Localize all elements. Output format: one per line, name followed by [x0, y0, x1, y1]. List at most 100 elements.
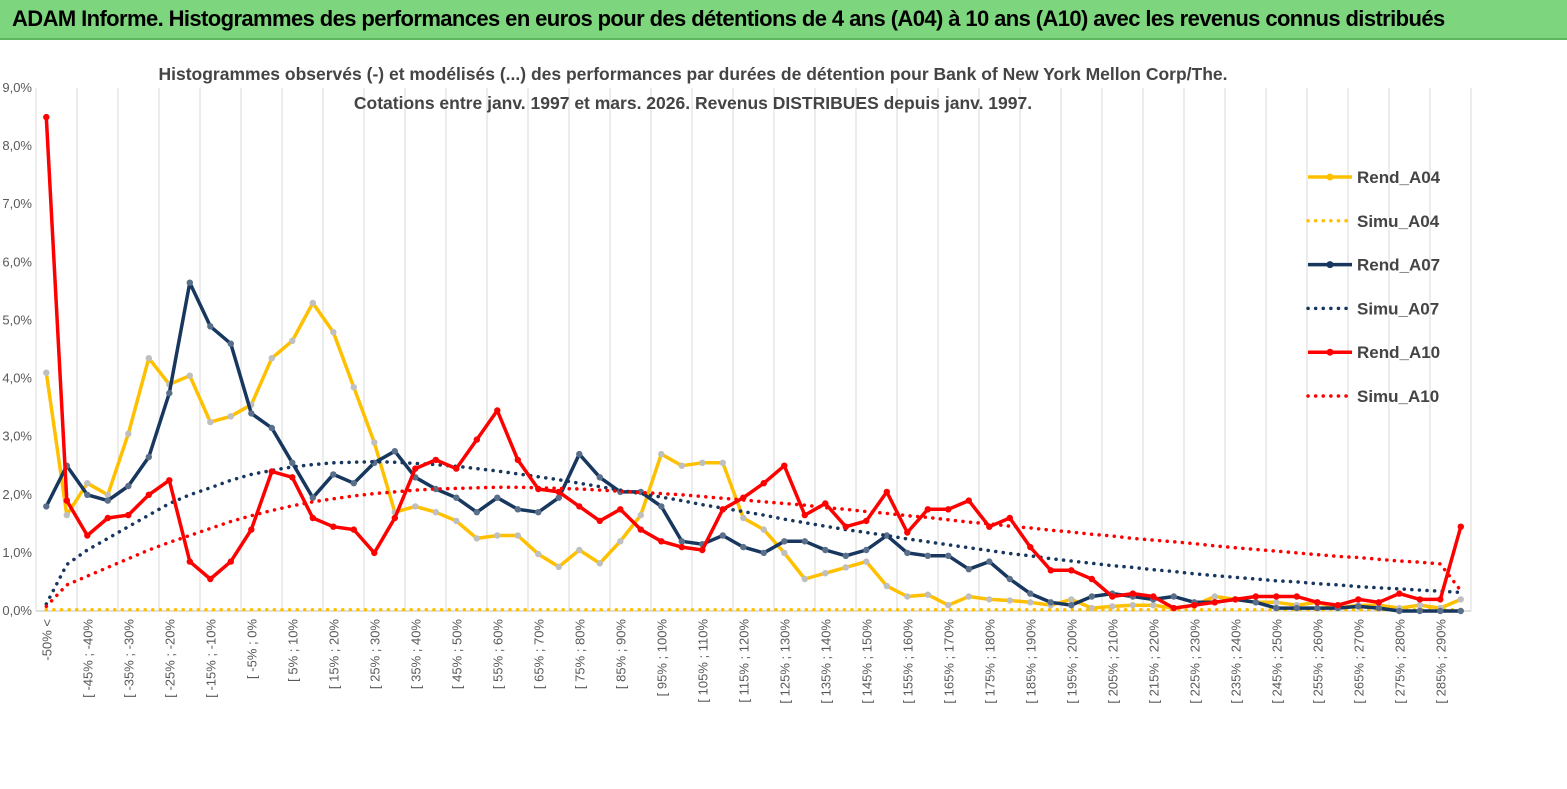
report-banner: ADAM Informe. Histogrammes des performan…: [0, 0, 1567, 40]
data-point: [1273, 593, 1280, 600]
y-tick-label: 6,0%: [2, 254, 32, 269]
data-point: [1396, 607, 1403, 615]
data-point: [104, 497, 112, 504]
grid-lines: [35, 88, 1472, 611]
data-point: [432, 485, 439, 493]
data-point: [1375, 599, 1383, 606]
data-point: [965, 593, 972, 600]
x-tick-label: [ 245% ; 250%: [1269, 619, 1284, 704]
data-point: [248, 526, 255, 533]
x-tick-label: [ 115% ; 120%: [736, 619, 751, 703]
data-point: [1088, 575, 1096, 583]
data-point: [1375, 604, 1383, 612]
data-point: [63, 511, 70, 519]
x-tick-label: -50% <: [39, 619, 54, 661]
data-point: [904, 549, 911, 557]
data-point: [63, 497, 70, 504]
data-point: [1252, 599, 1260, 606]
legend-label: Rend_A07: [1357, 256, 1440, 275]
data-point: [330, 328, 337, 336]
data-point: [576, 450, 583, 458]
series-rend-a10: [43, 113, 1465, 612]
data-point: [330, 471, 337, 478]
data-point: [576, 546, 583, 554]
y-tick-label: 5,0%: [2, 312, 32, 327]
data-point: [186, 372, 193, 379]
y-tick-label: 1,0%: [2, 545, 32, 560]
data-point: [227, 558, 234, 565]
data-point: [1232, 596, 1239, 603]
data-point: [883, 532, 890, 539]
data-point: [719, 506, 726, 513]
data-point: [719, 459, 726, 466]
data-point: [904, 529, 911, 536]
x-tick-label: [ 5% ; 10%: [285, 619, 300, 682]
data-point: [453, 465, 460, 472]
data-point: [555, 488, 562, 496]
data-point: [678, 543, 685, 551]
y-tick-label: 2,0%: [2, 487, 32, 502]
legend-marker: [1326, 261, 1334, 269]
data-point: [965, 566, 972, 573]
y-tick-label: 4,0%: [2, 371, 32, 386]
x-tick-label: [ 105% ; 110%: [695, 619, 710, 703]
series-simu-a07: [44, 459, 1463, 606]
data-point: [617, 506, 624, 513]
data-point: [1457, 607, 1465, 615]
data-point: [719, 532, 726, 539]
x-tick-label: [ 235% ; 240%: [1228, 619, 1243, 704]
data-point: [965, 497, 972, 504]
data-point: [1314, 604, 1321, 612]
legend-item: Rend_A07: [1308, 256, 1440, 275]
data-point: [1273, 599, 1280, 606]
data-point: [309, 494, 316, 501]
data-point: [1027, 543, 1034, 551]
report-title: ADAM Informe. Histogrammes des performan…: [12, 6, 1445, 31]
data-point: [473, 436, 480, 443]
data-point: [1314, 599, 1321, 606]
data-point: [391, 514, 398, 522]
data-point: [1252, 593, 1260, 600]
x-tick-label: [ 285% ; 290%: [1433, 619, 1448, 704]
chart-title: Histogrammes observés (-) et modélisés (…: [158, 64, 1227, 84]
data-point: [781, 549, 788, 557]
data-point: [1068, 596, 1075, 603]
data-point: [535, 550, 542, 558]
data-point: [1088, 593, 1096, 600]
data-point: [1150, 602, 1157, 609]
data-point: [1416, 607, 1424, 615]
data-point: [740, 514, 747, 522]
x-tick-label: [ 155% ; 160%: [900, 619, 915, 704]
x-tick-label: [ 135% ; 140%: [818, 619, 833, 704]
data-point: [289, 337, 296, 344]
x-tick-label: [ 85% ; 90%: [613, 619, 628, 690]
legend-item: Rend_A10: [1308, 343, 1440, 362]
y-tick-labels: 0,0% 1,0% 2,0% 3,0% 4,0% 5,0% 6,0% 7,0% 8,0% 9,0%: [2, 80, 32, 618]
data-point: [678, 538, 685, 545]
data-point: [596, 517, 603, 525]
legend-label: Simu_A10: [1357, 387, 1439, 406]
data-point: [350, 526, 357, 533]
x-tick-label: [ 45% ; 50%: [449, 619, 464, 690]
data-point: [1334, 602, 1342, 609]
legend-item: Simu_A10: [1306, 387, 1439, 406]
y-tick-label: 3,0%: [2, 429, 32, 444]
performance-histogram-chart: 0,0% 1,0% 2,0% 3,0% 4,0% 5,0% 6,0% 7,0% 8,0% 9,0%…: [2, 64, 1472, 704]
data-point: [104, 514, 112, 522]
data-point: [1293, 593, 1301, 600]
x-tick-label: [ -45% ; -40%: [80, 619, 95, 698]
legend-item: Rend_A04: [1308, 168, 1441, 187]
data-point: [678, 462, 685, 469]
data-point: [453, 494, 460, 501]
data-point: [924, 591, 931, 598]
data-point: [1437, 607, 1444, 615]
data-point: [535, 509, 542, 516]
data-point: [699, 546, 706, 554]
data-point: [699, 459, 706, 466]
y-tick-label: 7,0%: [2, 196, 32, 211]
data-point: [432, 456, 439, 464]
data-point: [945, 552, 952, 559]
data-point: [1437, 596, 1444, 603]
x-tick-label: [ 25% ; 30%: [367, 619, 382, 690]
data-point: [781, 538, 788, 545]
